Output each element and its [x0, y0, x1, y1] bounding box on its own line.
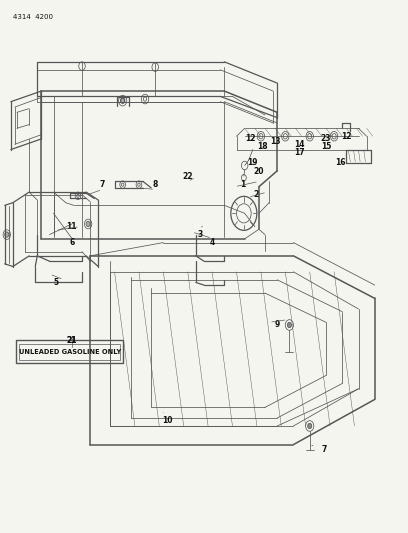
Circle shape: [121, 98, 125, 103]
Text: 7: 7: [321, 446, 327, 455]
Text: 12: 12: [341, 132, 352, 141]
Text: 19: 19: [247, 158, 257, 167]
Text: 14: 14: [294, 140, 305, 149]
FancyBboxPatch shape: [20, 344, 120, 360]
Text: 5: 5: [53, 278, 58, 287]
Text: 22: 22: [182, 172, 193, 181]
Text: 4314  4200: 4314 4200: [13, 14, 53, 20]
Circle shape: [282, 132, 289, 141]
Text: 20: 20: [254, 167, 264, 176]
Text: 21: 21: [67, 336, 77, 345]
Text: 18: 18: [257, 142, 268, 151]
Circle shape: [75, 192, 81, 199]
Text: 15: 15: [321, 142, 331, 151]
Text: 11: 11: [67, 222, 77, 231]
Text: 13: 13: [270, 137, 280, 146]
Circle shape: [330, 132, 338, 141]
Circle shape: [308, 423, 312, 429]
Text: 2: 2: [253, 190, 259, 199]
Text: 6: 6: [69, 238, 75, 247]
Text: 3: 3: [197, 230, 202, 239]
Circle shape: [5, 232, 9, 237]
Circle shape: [306, 132, 313, 141]
Text: 12: 12: [246, 134, 256, 143]
Text: 8: 8: [153, 180, 158, 189]
Text: 23: 23: [321, 134, 331, 143]
Text: 9: 9: [275, 320, 280, 329]
Text: UNLEADED GASOLINE ONLY: UNLEADED GASOLINE ONLY: [19, 349, 121, 354]
Text: 17: 17: [294, 148, 305, 157]
Circle shape: [136, 181, 142, 188]
Text: 16: 16: [335, 158, 346, 167]
Text: 7: 7: [100, 180, 105, 189]
Text: 21: 21: [67, 336, 77, 345]
Text: 4: 4: [209, 238, 215, 247]
Text: 1: 1: [240, 180, 245, 189]
Circle shape: [86, 221, 90, 227]
FancyBboxPatch shape: [16, 340, 124, 364]
Circle shape: [120, 181, 126, 188]
Text: 10: 10: [162, 416, 173, 425]
Circle shape: [287, 322, 291, 328]
Circle shape: [257, 132, 264, 141]
